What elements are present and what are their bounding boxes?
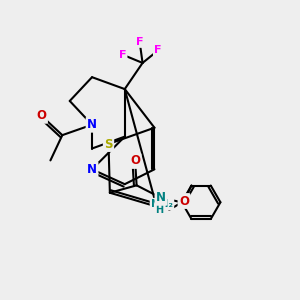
Text: F: F	[136, 37, 143, 46]
Text: N: N	[87, 163, 97, 176]
Text: H: H	[155, 205, 164, 215]
Text: N: N	[87, 118, 97, 131]
Text: NH₂: NH₂	[151, 199, 173, 209]
Text: O: O	[130, 154, 140, 167]
Text: O: O	[37, 109, 46, 122]
Text: O: O	[179, 194, 189, 208]
Text: F: F	[154, 45, 162, 56]
Text: F: F	[118, 50, 126, 60]
Text: S: S	[104, 137, 113, 151]
Text: N: N	[156, 191, 166, 204]
